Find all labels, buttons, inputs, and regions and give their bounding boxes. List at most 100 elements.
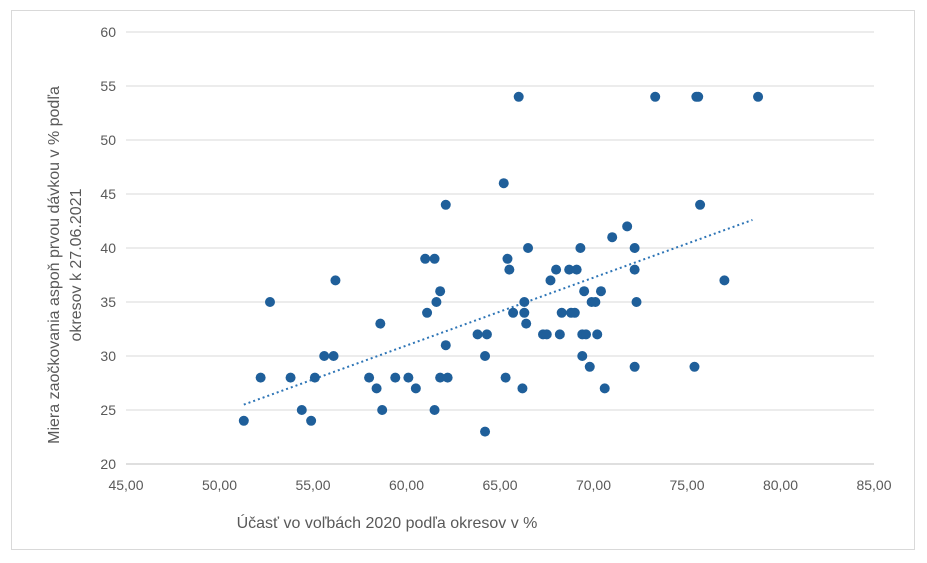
y-tick-label: 45 [100, 186, 116, 202]
data-point [440, 199, 451, 210]
data-point [410, 383, 421, 394]
x-tick-label: 60,00 [389, 477, 424, 493]
data-point [255, 372, 266, 383]
x-tick-label: 50,00 [202, 477, 237, 493]
data-point [500, 372, 511, 383]
data-point [309, 372, 320, 383]
chart-frame: 20 25 30 35 40 45 50 55 60 45,00 50,00 55,00 60,00 6… [11, 10, 915, 550]
data-point [429, 405, 440, 415]
data-point [629, 243, 640, 253]
data-point [607, 232, 618, 243]
data-point [577, 351, 588, 361]
data-point [285, 372, 296, 383]
data-point [689, 361, 700, 372]
data-point [693, 91, 704, 102]
data-point [595, 286, 606, 297]
data-point [564, 264, 575, 275]
data-point [695, 199, 706, 210]
data-point [431, 297, 442, 307]
data-point [504, 264, 515, 275]
scatter-chart: 20 25 30 35 40 45 50 55 60 45,00 50,00 55,00 60,00 6… [46, 24, 892, 532]
data-point [753, 91, 764, 102]
data-point [571, 264, 582, 275]
data-point [480, 426, 491, 437]
y-axis-ticks: 20 25 30 35 40 45 50 55 60 [100, 24, 116, 472]
data-point [472, 329, 483, 340]
data-point [306, 415, 317, 426]
y-axis-title-line-2: okresov k 27.06.2021 [68, 188, 85, 341]
data-point [420, 253, 431, 264]
data-point [592, 329, 603, 340]
data-point [584, 361, 595, 372]
data-point [650, 91, 661, 102]
data-point [502, 253, 513, 264]
data-point [719, 275, 730, 286]
data-point [579, 286, 590, 297]
y-tick-label: 25 [100, 402, 116, 418]
data-point [513, 91, 524, 102]
y-tick-label: 60 [100, 24, 116, 40]
data-point [429, 253, 440, 264]
data-point [545, 275, 556, 286]
x-tick-label: 70,00 [576, 477, 611, 493]
data-point [319, 351, 330, 361]
y-tick-label: 20 [100, 456, 116, 472]
data-point [480, 351, 491, 361]
data-point [422, 307, 433, 318]
data-point [590, 297, 601, 307]
trendline-group [243, 218, 753, 406]
data-point [519, 297, 530, 307]
data-point [551, 264, 562, 275]
data-point [296, 405, 307, 415]
y-axis-title-line-1: Miera zaočkovania aspoň prvou dávkou v %… [46, 86, 63, 444]
y-tick-label: 30 [100, 348, 116, 364]
x-tick-label: 85,00 [856, 477, 891, 493]
data-point [519, 307, 530, 318]
gridlines [126, 31, 874, 465]
data-point [390, 372, 401, 383]
data-point [330, 275, 341, 286]
data-point [375, 318, 386, 329]
y-tick-label: 55 [100, 78, 116, 94]
data-point [440, 340, 451, 351]
data-point [622, 221, 633, 232]
x-tick-label: 65,00 [482, 477, 517, 493]
x-tick-label: 80,00 [763, 477, 798, 493]
x-tick-label: 55,00 [295, 477, 330, 493]
data-point [481, 329, 492, 340]
data-point [371, 383, 382, 394]
data-point [238, 415, 249, 426]
data-point [435, 372, 446, 383]
x-tick-label: 45,00 [108, 477, 143, 493]
data-point [364, 372, 375, 383]
data-point [541, 329, 552, 340]
data-point [508, 307, 519, 318]
data-point [554, 329, 565, 340]
data-points [238, 91, 764, 437]
data-point [629, 361, 640, 372]
y-tick-label: 40 [100, 240, 116, 256]
data-point [498, 178, 509, 189]
data-point [629, 264, 640, 275]
data-point [575, 243, 586, 253]
x-axis-title: Účasť vo voľbách 2020 podľa okresov v % [237, 513, 538, 532]
data-point [403, 372, 414, 383]
data-point [328, 351, 339, 361]
data-point [442, 372, 453, 383]
y-tick-label: 35 [100, 294, 116, 310]
data-point [523, 243, 534, 253]
x-axis-ticks: 45,00 50,00 55,00 60,00 65,00 70,00 75,00 80,00… [108, 477, 891, 493]
data-point [631, 297, 642, 307]
trendline [243, 218, 753, 406]
y-tick-label: 50 [100, 132, 116, 148]
data-point [556, 307, 567, 318]
data-point [521, 318, 532, 329]
data-point [517, 383, 528, 394]
x-tick-label: 75,00 [669, 477, 704, 493]
data-point [581, 329, 592, 340]
data-point [599, 383, 610, 394]
data-point [377, 405, 388, 415]
data-point [569, 307, 580, 318]
data-point [435, 286, 446, 297]
data-point [264, 297, 275, 307]
